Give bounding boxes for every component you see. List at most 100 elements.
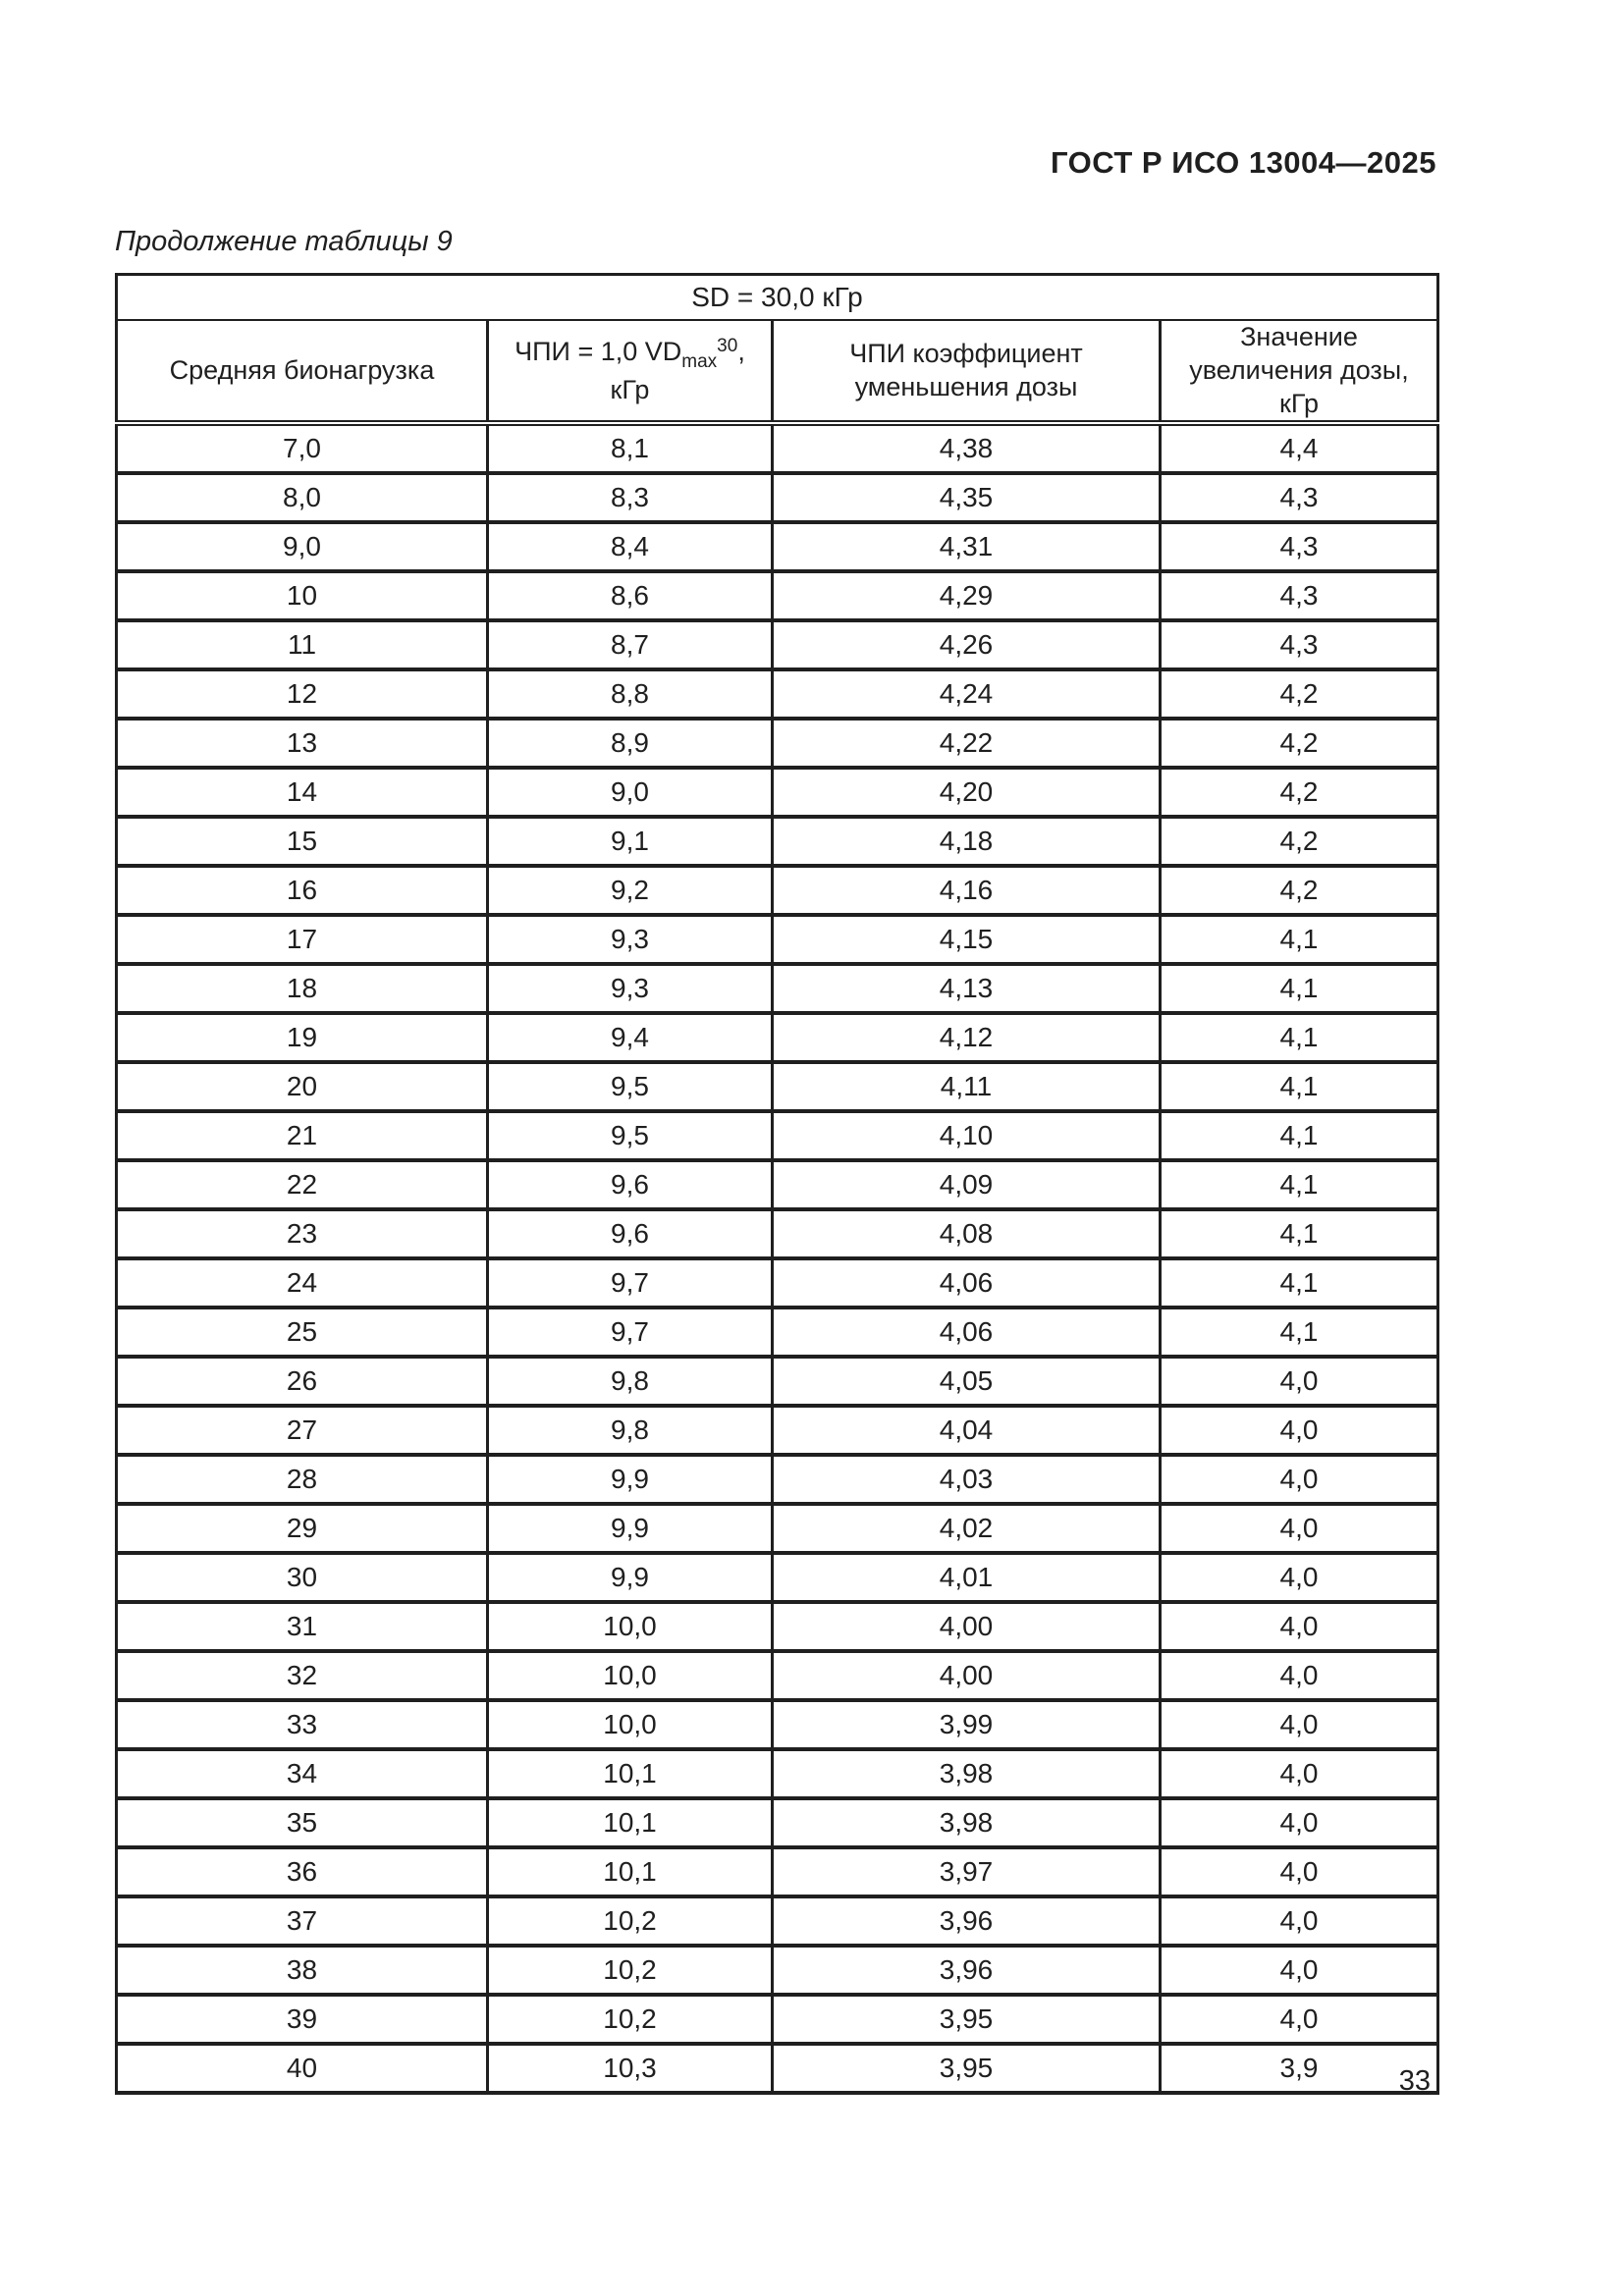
page-number: 33 [1398,2065,1431,2097]
table-cell: 10,2 [486,1896,774,1949]
table-cell: 4,03 [771,1455,1162,1507]
table-cell: 8,9 [486,719,774,771]
table-cell: 35 [115,1798,489,1850]
table-cell: 8,7 [486,620,774,672]
table-cell: 4,3 [1159,522,1439,574]
column-header-vdmax-label: ЧПИ = 1,0 VDmax30, кГр [496,335,764,407]
table-cell: 8,0 [115,473,489,525]
column-header-row: Средняя бионагрузка ЧПИ = 1,0 VDmax30, к… [115,320,1439,427]
table-cell: 33 [115,1700,489,1752]
table-cell: 4,10 [771,1111,1162,1163]
document-standard-number: ГОСТ Р ИСО 13004—2025 [1050,145,1436,180]
table-cell: 3,98 [771,1798,1162,1850]
table-cell: 38 [115,1946,489,1998]
table-cell: 4,26 [771,620,1162,672]
table-cell: 4,0 [1159,1504,1439,1556]
table-row: 18 9,3 4,13 4,1 [115,964,1439,1016]
table-cell: 39 [115,1995,489,2047]
table-cell: 4,0 [1159,1553,1439,1605]
table-row: 28 9,9 4,03 4,0 [115,1455,1439,1507]
table-cell: 9,1 [486,817,774,869]
table-cell: 4,3 [1159,571,1439,623]
table-cell: 4,1 [1159,1258,1439,1310]
table-cell: 24 [115,1258,489,1310]
table-row: 10 8,6 4,29 4,3 [115,571,1439,623]
table-cell: 21 [115,1111,489,1163]
table-cell: 10,0 [486,1602,774,1654]
table-row: 29 9,9 4,02 4,0 [115,1504,1439,1556]
sd-header-row: SD = 30,0 кГр [115,274,1439,321]
table-cell: 11 [115,620,489,672]
table-cell: 23 [115,1209,489,1261]
table-cell: 10,0 [486,1700,774,1752]
table-cell: 17 [115,915,489,967]
sd-value-header: SD = 30,0 кГр [115,274,1439,321]
table-cell: 9,0 [486,768,774,820]
table-cell: 4,13 [771,964,1162,1016]
table-cell: 8,4 [486,522,774,574]
table-cell: 8,3 [486,473,774,525]
vdmax-subscript: max [681,350,718,372]
table-cell: 4,0 [1159,1995,1439,2047]
table-row: 15 9,1 4,18 4,2 [115,817,1439,869]
table-cell: 18 [115,964,489,1016]
table-cell: 3,95 [771,2044,1162,2096]
table-cell: 4,04 [771,1406,1162,1458]
table-row: 13 8,9 4,22 4,2 [115,719,1439,771]
table-cell: 4,06 [771,1308,1162,1360]
table-caption: Продолжение таблицы 9 [115,226,453,257]
table-row: 24 9,7 4,06 4,1 [115,1258,1439,1310]
table-cell: 10,0 [486,1651,774,1703]
table-cell: 9,3 [486,964,774,1016]
table-body: 7,0 8,1 4,38 4,4 8,0 8,3 4,35 4,3 9,0 8,4 4,31 4,3 1… [115,423,1439,2096]
table-cell: 4,24 [771,669,1162,721]
table-cell: 3,9 [1159,2044,1439,2096]
table-cell: 28 [115,1455,489,1507]
table-row: 35 10,1 3,98 4,0 [115,1798,1439,1850]
table-row: 36 10,1 3,97 4,0 [115,1847,1439,1899]
table-cell: 8,6 [486,571,774,623]
table-cell: 4,1 [1159,964,1439,1016]
table-row: 22 9,6 4,09 4,1 [115,1160,1439,1212]
table-cell: 9,5 [486,1062,774,1114]
table-cell: 9,2 [486,866,774,918]
table-row: 34 10,1 3,98 4,0 [115,1749,1439,1801]
table-cell: 9,5 [486,1111,774,1163]
table-cell: 26 [115,1357,489,1409]
table-cell: 3,96 [771,1946,1162,1998]
table-cell: 9,8 [486,1357,774,1409]
table-cell: 4,09 [771,1160,1162,1212]
table-cell: 4,16 [771,866,1162,918]
table-cell: 9,7 [486,1258,774,1310]
table-cell: 4,12 [771,1013,1162,1065]
table-cell: 16 [115,866,489,918]
table-cell: 4,2 [1159,817,1439,869]
table-cell: 4,0 [1159,1406,1439,1458]
table-cell: 4,2 [1159,768,1439,820]
table-cell: 14 [115,768,489,820]
table-cell: 9,9 [486,1455,774,1507]
table-cell: 4,31 [771,522,1162,574]
table-cell: 4,29 [771,571,1162,623]
table-cell: 4,18 [771,817,1162,869]
vdmax-superscript: 30 [717,335,738,356]
table-cell: 4,2 [1159,669,1439,721]
table-cell: 3,98 [771,1749,1162,1801]
table-row: 8,0 8,3 4,35 4,3 [115,473,1439,525]
table-cell: 10,3 [486,2044,774,2096]
table-cell: 32 [115,1651,489,1703]
table-cell: 4,0 [1159,1651,1439,1703]
column-header-bioburden-label: Средняя бионагрузка [169,354,435,385]
table-cell: 4,1 [1159,1013,1439,1065]
table-cell: 4,38 [771,423,1162,476]
table-cell: 4,2 [1159,866,1439,918]
table-cell: 4,0 [1159,1749,1439,1801]
table-row: 26 9,8 4,05 4,0 [115,1357,1439,1409]
table-cell: 31 [115,1602,489,1654]
table-cell: 4,4 [1159,423,1439,476]
table-cell: 4,20 [771,768,1162,820]
table-cell: 13 [115,719,489,771]
table-cell: 8,1 [486,423,774,476]
table-cell: 25 [115,1308,489,1360]
table-cell: 9,6 [486,1209,774,1261]
